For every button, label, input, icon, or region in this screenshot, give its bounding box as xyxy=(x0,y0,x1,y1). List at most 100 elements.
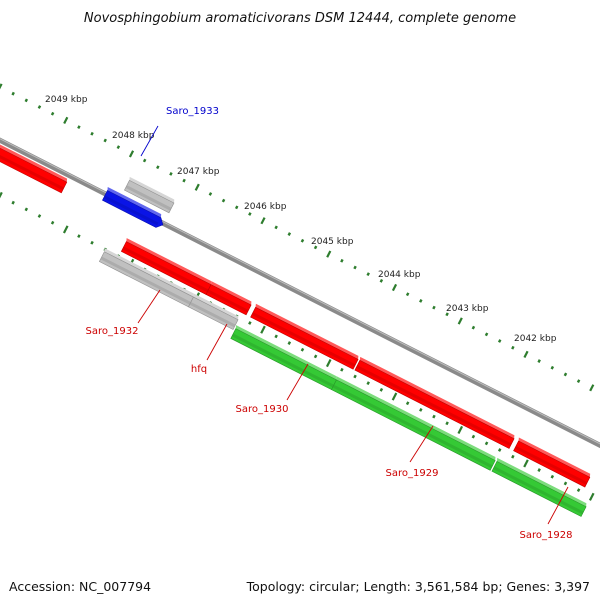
minor-tick xyxy=(90,240,94,245)
kbp-label: 2048 kbp xyxy=(112,131,155,141)
minor-tick xyxy=(432,305,436,310)
gene-feature-reverse xyxy=(230,325,337,391)
major-tick xyxy=(457,425,464,435)
minor-tick xyxy=(576,379,581,384)
minor-tick xyxy=(313,245,318,250)
map-title: Novosphingobium aromaticivorans DSM 1244… xyxy=(84,11,516,26)
minor-tick xyxy=(366,272,370,277)
minor-tick xyxy=(550,365,555,370)
minor-tick xyxy=(353,374,357,379)
gene-leader-line xyxy=(547,486,569,525)
minor-tick xyxy=(169,172,173,176)
minor-tick xyxy=(445,312,449,317)
minor-tick xyxy=(313,354,318,359)
gene-leader-line xyxy=(286,363,309,401)
kbp-label: 2044 kbp xyxy=(378,270,421,280)
gene-label: Saro_1932 xyxy=(86,326,139,337)
major-tick xyxy=(0,83,3,90)
minor-tick xyxy=(300,238,305,243)
gene-feature-forward xyxy=(513,437,591,488)
gene-leader-line xyxy=(140,125,159,157)
minor-tick xyxy=(11,91,15,96)
minor-tick xyxy=(248,321,252,325)
gene-leader-line xyxy=(409,425,434,463)
gene-feature-rna xyxy=(124,176,175,214)
minor-tick xyxy=(366,381,370,386)
kbp-label: 2043 kbp xyxy=(446,304,489,314)
minor-tick xyxy=(287,341,292,345)
kbp-label: 2047 kbp xyxy=(177,167,220,177)
major-tick xyxy=(260,217,266,225)
minor-tick xyxy=(340,367,344,372)
minor-tick xyxy=(405,401,410,406)
minor-tick xyxy=(379,387,384,392)
minor-tick xyxy=(405,292,410,297)
minor-tick xyxy=(208,192,213,196)
kbp-label: 2045 kbp xyxy=(311,237,354,247)
major-tick xyxy=(523,459,529,468)
accession-text: Accession: NC_007794 xyxy=(9,579,152,594)
minor-tick xyxy=(471,434,476,439)
minor-tick xyxy=(471,325,476,330)
gene-feature-highlight xyxy=(102,186,164,228)
kbp-label: 2046 kbp xyxy=(244,202,287,212)
minor-tick xyxy=(432,414,436,419)
gene-label: Saro_1928 xyxy=(520,530,573,541)
gene-features xyxy=(0,144,591,517)
minor-tick xyxy=(497,339,502,343)
major-tick xyxy=(326,250,332,258)
minor-tick xyxy=(77,234,81,238)
minor-tick xyxy=(353,265,357,270)
minor-tick xyxy=(550,474,555,479)
gene-label: Saro_1930 xyxy=(236,404,289,415)
gene-leader-line xyxy=(206,323,228,361)
minor-tick xyxy=(103,138,107,143)
minor-tick xyxy=(11,200,15,205)
minor-tick xyxy=(77,125,81,129)
minor-tick xyxy=(90,131,94,136)
minor-tick xyxy=(274,225,278,230)
major-tick xyxy=(194,183,200,191)
gene-feature-forward xyxy=(205,281,252,316)
minor-tick xyxy=(274,334,278,339)
minor-tick xyxy=(24,207,29,212)
minor-tick xyxy=(248,212,252,216)
gene-label: hfq xyxy=(191,364,207,375)
major-tick xyxy=(325,359,332,368)
minor-tick xyxy=(50,220,55,225)
kbp-ruler: 2049 kbp 2048 kbp 2047 kbp 2046 kbp 2045 kbp… xyxy=(45,95,557,344)
minor-tick xyxy=(511,345,515,350)
minor-tick xyxy=(484,441,489,446)
gene-feature-rna xyxy=(188,293,239,330)
minor-tick xyxy=(142,158,147,163)
minor-tick xyxy=(24,98,29,103)
major-tick xyxy=(128,150,135,158)
major-tick xyxy=(588,492,595,501)
kbp-label: 2042 kbp xyxy=(514,334,557,344)
backbone-highlight xyxy=(0,138,600,445)
minor-tick xyxy=(156,165,160,170)
major-tick xyxy=(457,317,463,325)
minor-tick xyxy=(37,214,42,218)
gene-feature-reverse xyxy=(331,376,496,471)
minor-tick xyxy=(116,145,121,150)
gene-label: Saro_1933 xyxy=(166,106,219,117)
minor-tick xyxy=(537,359,541,363)
major-tick xyxy=(0,191,3,199)
minor-tick xyxy=(563,372,568,377)
minor-tick xyxy=(563,481,568,486)
minor-tick xyxy=(340,258,344,263)
minor-tick xyxy=(484,332,489,337)
gene-leader-line xyxy=(137,289,161,324)
minor-tick xyxy=(300,347,305,352)
gene-feature-forward xyxy=(354,356,515,449)
minor-tick xyxy=(419,299,423,303)
minor-tick xyxy=(537,468,541,472)
minor-tick xyxy=(379,278,384,283)
topology-text: Topology: circular; Length: 3,561,584 bp… xyxy=(246,579,590,594)
major-tick xyxy=(391,283,398,292)
minor-tick xyxy=(497,448,502,452)
major-tick xyxy=(589,384,595,392)
